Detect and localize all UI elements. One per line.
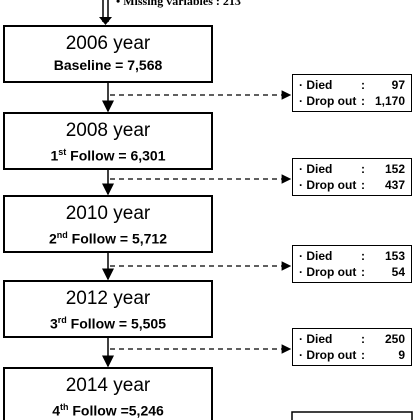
- count-label: 3rd Follow = 5,505: [5, 310, 211, 334]
- row-value: 250: [384, 332, 405, 346]
- count-label: 1st Follow = 6,301: [5, 142, 211, 166]
- row-value: 153: [384, 249, 405, 263]
- count-label: Baseline = 7,568: [5, 55, 211, 75]
- label-text: Follow = 5,505: [66, 315, 166, 332]
- row-value: 437: [384, 178, 405, 192]
- row-sep: :: [361, 265, 365, 279]
- row-label: · Died: [299, 249, 333, 263]
- year: 2012 year: [65, 288, 151, 309]
- row-label: · Drop out: [299, 94, 357, 108]
- row-sep: :: [361, 332, 365, 346]
- year: 2010 year: [65, 203, 151, 224]
- side-row: · Drop out: 437: [299, 177, 405, 193]
- stage-box: 2006 year Baseline = 7,568: [3, 25, 213, 83]
- count-label: 2nd Follow = 5,712: [5, 225, 211, 249]
- label-text: Follow = 6,301: [66, 147, 166, 164]
- label-text: Baseline = 7,568: [53, 57, 163, 73]
- row-label: · Died: [299, 332, 333, 346]
- ordinal: 3: [50, 315, 58, 332]
- year: 2008 year: [65, 120, 151, 141]
- side-box: · Died: 250 · Drop out: 9: [292, 328, 412, 366]
- row-label: · Died: [299, 162, 333, 176]
- ordinal: 4: [52, 402, 60, 419]
- row-sep: :: [361, 178, 365, 192]
- label-text: Follow =5,246: [68, 402, 164, 419]
- year: 2006 year: [65, 33, 151, 54]
- side-box: · Died: 153 · Drop out: 54: [292, 245, 412, 283]
- row-sep: :: [361, 78, 365, 92]
- row-label: · Drop out: [299, 265, 357, 279]
- side-row: · Died: 153: [299, 248, 405, 264]
- side-box: · Died:97 · Drop out:1,170: [292, 74, 412, 112]
- ordinal-suffix: nd: [56, 230, 68, 240]
- arrow-head: [99, 17, 112, 25]
- row-sep: :: [361, 249, 365, 263]
- side-box-cut: [291, 411, 413, 420]
- ordinal-suffix: rd: [57, 315, 67, 325]
- side-row: · Drop out: 9: [299, 347, 405, 363]
- stage-box: 2012 year 3rd Follow = 5,505: [3, 280, 213, 338]
- count-label: 4th Follow =5,246: [5, 397, 211, 420]
- row-sep: :: [361, 348, 365, 362]
- row-value: 9: [398, 348, 405, 362]
- label-text: Follow = 5,712: [67, 230, 167, 247]
- ordinal-suffix: st: [58, 147, 67, 157]
- ordinal: 1: [50, 147, 59, 164]
- side-row: · Died: 152: [299, 161, 405, 177]
- stage-box: 2008 year 1st Follow = 6,301: [3, 112, 213, 170]
- row-label: · Drop out: [299, 348, 357, 362]
- ordinal: 2: [49, 230, 57, 247]
- note: • Missing variables : 213: [116, 0, 241, 8]
- side-row: · Drop out:1,170: [299, 93, 405, 109]
- side-box: · Died: 152 · Drop out: 437: [292, 158, 412, 196]
- side-row: · Drop out: 54: [299, 264, 405, 280]
- row-value: 54: [391, 265, 405, 279]
- stage-box: 2010 year 2nd Follow = 5,712: [3, 195, 213, 253]
- row-value: 152: [384, 162, 405, 176]
- row-sep: :: [361, 94, 365, 108]
- side-row: · Died: 97: [299, 77, 405, 93]
- row-value: 97: [391, 78, 405, 92]
- row-sep: :: [361, 162, 365, 176]
- side-row: · Died: 250: [299, 331, 405, 347]
- year: 2014 year: [65, 375, 151, 396]
- row-label: · Drop out: [299, 178, 357, 192]
- row-label: · Died: [299, 78, 333, 92]
- stage-box: 2014 year 4th Follow =5,246: [3, 367, 213, 420]
- row-value: 1,170: [374, 94, 405, 108]
- ordinal-suffix: th: [59, 402, 69, 412]
